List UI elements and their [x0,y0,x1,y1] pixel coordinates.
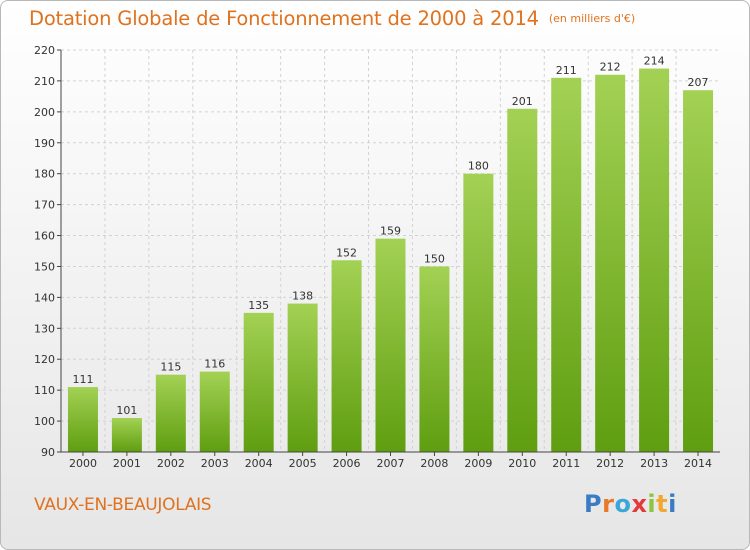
bar-value-label: 116 [204,358,225,371]
bar-value-label: 201 [512,95,533,108]
logo-letter: i [647,490,657,518]
x-tick-label: 2008 [420,457,448,470]
bar [243,312,274,452]
bar [199,371,230,452]
bar-value-label: 138 [292,290,313,303]
y-tick-label: 100 [34,415,55,428]
bar-value-label: 214 [644,55,665,68]
chart-unit: (en milliers d'€) [548,12,636,25]
y-tick-label: 200 [34,106,55,119]
bar [507,108,538,452]
bar-value-label: 135 [248,299,269,312]
y-tick-label: 210 [34,75,55,88]
bar-value-label: 152 [336,246,357,259]
x-tick-label: 2012 [596,457,624,470]
bars [67,68,714,453]
bar [463,173,494,452]
bar [639,68,670,453]
bar-value-label: 111 [72,373,93,386]
y-tick-label: 130 [34,322,55,335]
commune-name: VAUX-EN-BEAUJOLAIS [34,495,212,515]
y-tick-label: 190 [34,137,55,150]
x-tick-label: 2010 [508,457,536,470]
x-tick-label: 2011 [552,457,580,470]
bar [67,387,98,452]
x-tick-label: 2000 [69,457,97,470]
logo-letter: i [668,490,677,518]
x-tick-label: 2005 [289,457,317,470]
y-tick-label: 150 [34,260,55,273]
chart-title: Dotation Globale de Fonctionnement de 20… [29,7,539,30]
logo-letter: x [631,490,648,518]
bar-value-label: 115 [160,361,181,374]
bar [155,374,186,452]
bar [111,417,142,452]
axes [57,49,720,456]
y-tick-label: 90 [41,446,55,459]
bar-value-label: 211 [556,64,577,77]
logo-letter: P [584,490,603,518]
bar [375,238,406,452]
x-tick-label: 2013 [640,457,668,470]
chart-header: Dotation Globale de Fonctionnement de 20… [29,7,635,30]
y-tick-label: 120 [34,353,55,366]
logo-letter: o [614,490,632,518]
x-tick-label: 2007 [377,457,405,470]
bar [551,77,582,452]
bar-value-label: 180 [468,160,489,173]
labels: 90 100 110 120 130 140 150 160 170 180 190 200 210 22… [34,44,712,470]
bar-value-label: 101 [116,404,137,417]
grid-lines [61,49,720,452]
y-tick-label: 160 [34,230,55,243]
bar [683,90,714,452]
y-tick-label: 140 [34,291,55,304]
bar [287,303,318,452]
logo-letter: t [656,490,669,518]
bar-value-label: 212 [600,61,621,74]
bar [331,260,362,452]
y-tick-label: 180 [34,168,55,181]
bar-value-label: 159 [380,225,401,238]
x-tick-label: 2002 [157,457,185,470]
y-tick-label: 220 [34,44,55,57]
x-tick-label: 2009 [464,457,492,470]
x-tick-label: 2014 [684,457,712,470]
bar-value-label: 150 [424,252,445,265]
x-tick-label: 2006 [333,457,361,470]
bar [419,266,450,452]
x-tick-label: 2003 [201,457,229,470]
y-tick-label: 110 [34,384,55,397]
y-tick-label: 170 [34,199,55,212]
bar-value-label: 207 [688,76,709,89]
x-tick-label: 2004 [245,457,273,470]
proxiti-logo: Proxiti [584,490,677,518]
logo-letter: r [602,490,615,518]
bar [595,74,626,452]
x-tick-label: 2001 [113,457,141,470]
